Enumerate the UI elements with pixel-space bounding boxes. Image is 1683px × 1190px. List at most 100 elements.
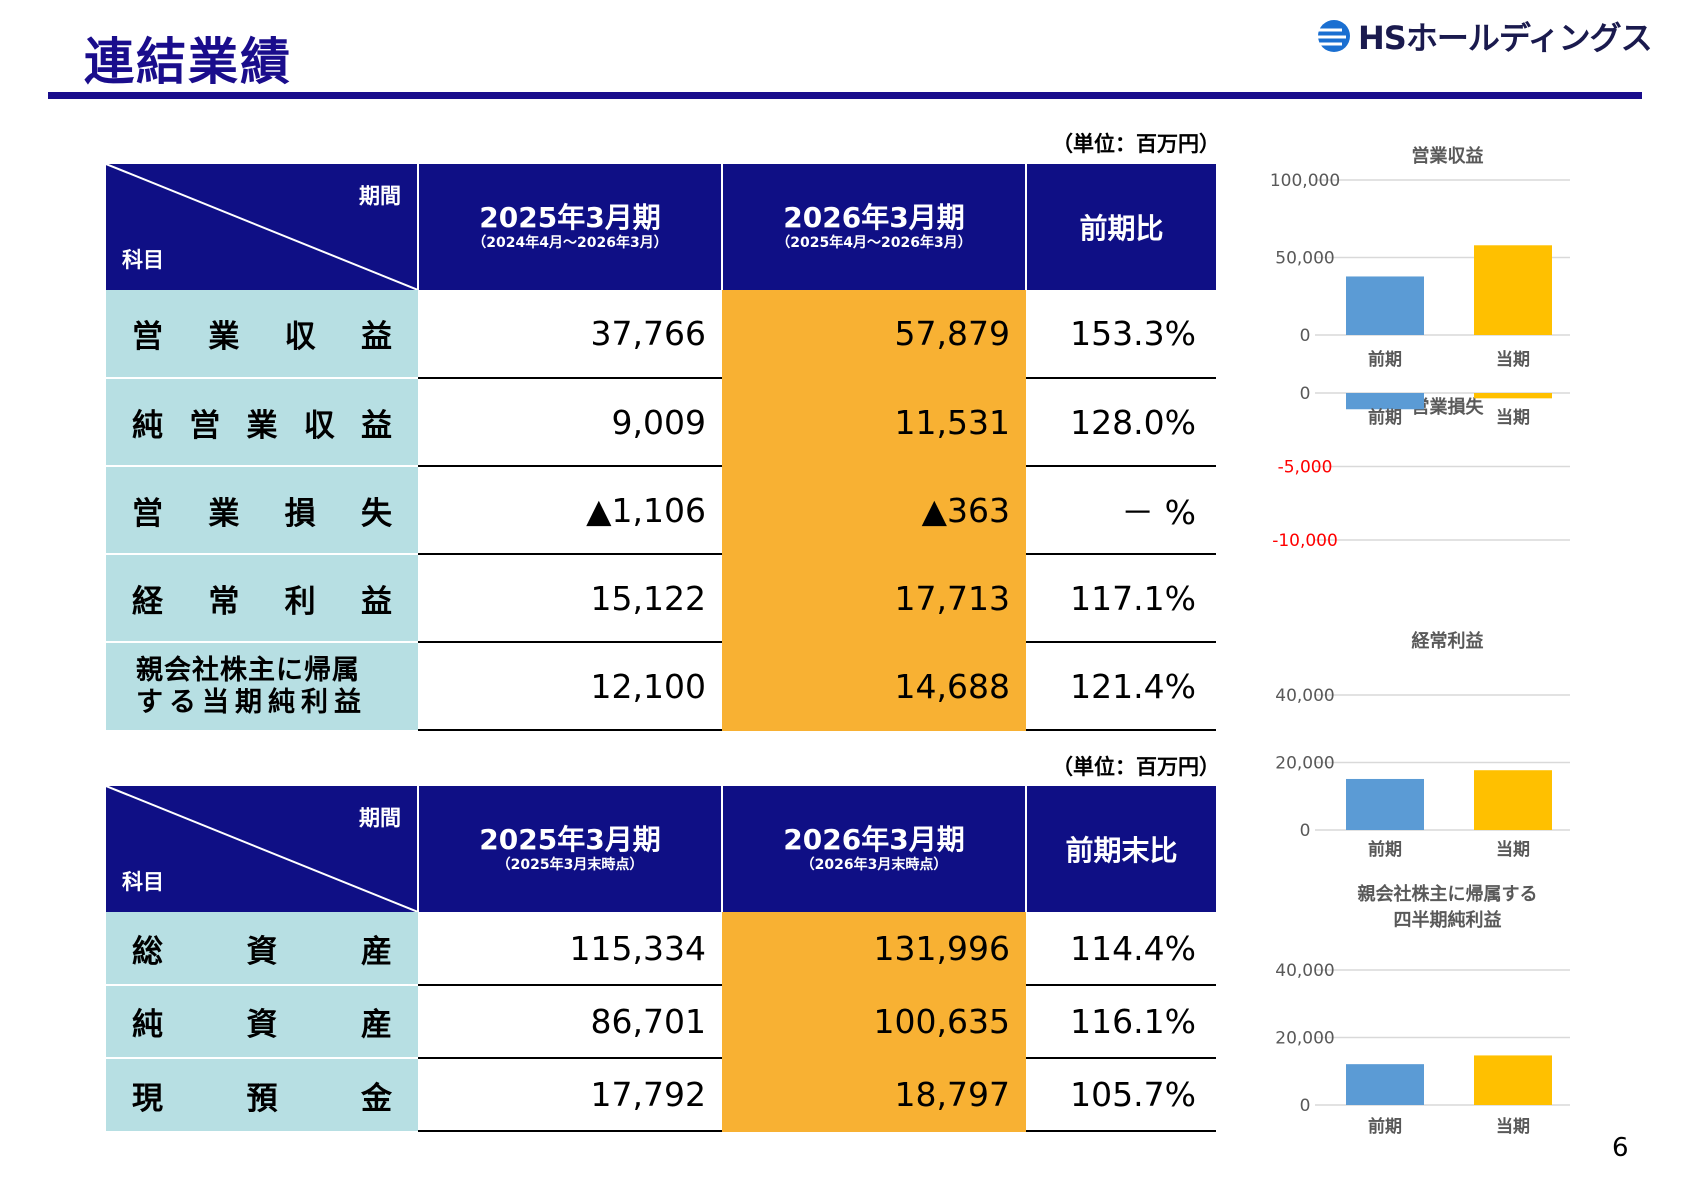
prev-value: 9,009 (418, 378, 722, 467)
col-header-curr: 2026年3月期 （2026年3月末時点） (722, 786, 1027, 912)
row-label-char: 業 (208, 319, 240, 355)
row-label: 経常利益 (106, 554, 418, 643)
row-label: 純資産 (106, 985, 418, 1059)
row-label-char: 業 (208, 495, 240, 532)
table-row: 経 常 利 益 15,122 17,713 117.1% (106, 554, 1216, 643)
row-label-char: 資 (246, 1007, 278, 1043)
unit-label-2: （単位：百万円） (1052, 755, 1220, 779)
prev-value: 115,334 (418, 912, 722, 986)
table-row: 現 預 金 17,792 18,797 105.7% (106, 1058, 1216, 1132)
curr-value: 18,797 (722, 1058, 1026, 1132)
category-label: 当期 (1496, 407, 1530, 428)
row-label-char: 営 (132, 319, 163, 355)
ratio-value: 128.0% (1026, 378, 1216, 467)
revenue-chart: 営業収益 100,000 50,000 0 前期 当期 (1270, 145, 1570, 370)
corner-header: 期間 科目 (106, 164, 419, 290)
row-label-line1: 親会社株主に帰属 (136, 654, 360, 686)
bar (1474, 393, 1552, 399)
bar (1346, 393, 1424, 410)
prev-value: ▲1,106 (418, 466, 722, 555)
row-label: 総資産 (106, 912, 418, 986)
col-header-curr-period: （2025年4月～2026年3月） (776, 235, 972, 251)
col-header-prev: 2025年3月期 （2025年3月末時点） (418, 786, 723, 912)
page-title: 連結業績 (84, 33, 292, 91)
row-label-char: 営 (189, 407, 221, 444)
table-row: 営 業 損 失 ▲1,106 ▲363 － % (106, 466, 1216, 555)
y-tick-label: 20,000 (1275, 1029, 1334, 1049)
curr-value: 11,531 (722, 378, 1026, 467)
prev-value: 15,122 (418, 554, 722, 643)
results-table: 期間 科目 2025年3月期 （2024年4月～2026年3月） 2026年3月… (106, 164, 1216, 731)
title-rule (48, 92, 1642, 99)
row-label-char: 利 (284, 583, 316, 620)
category-label: 前期 (1368, 1116, 1402, 1137)
row-label-char: 常 (208, 583, 240, 620)
row-label-char: 純 (132, 1007, 163, 1043)
bar (1474, 1055, 1552, 1105)
header-item: 科目 (122, 248, 164, 272)
row-label-text: 純営業収益 (132, 400, 392, 445)
chart-title-line2: 四半期純利益 (1394, 909, 1502, 931)
row-label: 営業収益 (106, 290, 418, 379)
header-period: 期間 (359, 806, 401, 830)
category-label: 前期 (1368, 839, 1402, 860)
row-label-char: 産 (361, 1007, 392, 1043)
col-header-ratio: 前期比 (1026, 164, 1216, 290)
bar (1346, 1064, 1424, 1105)
table-row: 総 資 産 115,334 131,996 114.4% (106, 912, 1216, 986)
row-label-char: 現 (132, 1080, 163, 1117)
y-tick-label: 20,000 (1275, 754, 1334, 774)
table-row: 営 業 収 益 37,766 57,879 153.3% (106, 290, 1216, 379)
prev-value: 12,100 (418, 642, 722, 731)
curr-value: 14,688 (722, 642, 1026, 731)
col-header-curr-year: 2026年3月期 (783, 823, 965, 856)
category-label: 当期 (1496, 1116, 1530, 1137)
row-label-char: 業 (246, 407, 278, 444)
col-header-prev: 2025年3月期 （2024年4月～2026年3月） (418, 164, 723, 290)
unit-label-1: （単位：百万円） (1052, 132, 1220, 156)
row-label-char: 預 (246, 1080, 278, 1117)
row-label-char: 収 (284, 319, 316, 355)
y-tick-label: 40,000 (1275, 961, 1334, 981)
row-label: 現預金 (106, 1058, 418, 1131)
row-label-char: 収 (303, 407, 335, 444)
curr-value: 17,713 (722, 554, 1026, 643)
row-label-char: 益 (360, 583, 392, 620)
ratio-value: 117.1% (1026, 554, 1216, 643)
chart-title: 経常利益 (1412, 630, 1484, 652)
bar (1346, 778, 1424, 830)
col-header-ratio-label: 前期末比 (1065, 834, 1178, 867)
y-tick-label: 0 (1300, 385, 1311, 404)
company-logo: HSホールディングス (1312, 14, 1653, 58)
ordinary-profit-chart: 経常利益 40,000 20,000 0 前期 当期 (1275, 630, 1570, 860)
row-label-char: 資 (246, 933, 278, 970)
col-header-ratio-label: 前期比 (1079, 212, 1164, 245)
col-header-curr: 2026年3月期 （2025年4月～2026年3月） (722, 164, 1027, 290)
row-label-text: 営業収益 (132, 311, 392, 356)
curr-value: 57,879 (722, 290, 1026, 379)
row-label-char: 経 (132, 583, 163, 620)
ratio-value: 114.4% (1026, 912, 1216, 986)
table-row: 純 資 産 86,701 100,635 116.1% (106, 985, 1216, 1059)
row-label: 純営業収益 (106, 378, 418, 467)
row-label-line2: する当期純利益 (136, 686, 367, 718)
logo-text: HSホールディングス (1358, 19, 1653, 57)
ratio-value: 121.4% (1026, 642, 1216, 731)
y-tick-label: 40,000 (1275, 686, 1334, 706)
row-label-char: 失 (360, 495, 392, 532)
category-label: 当期 (1496, 349, 1530, 370)
row-label: 営業損失 (106, 466, 418, 555)
curr-value: ▲363 (722, 466, 1026, 555)
ratio-value: － % (1026, 466, 1216, 555)
row-label-char: 金 (361, 1080, 392, 1117)
globe-logo-icon (1314, 20, 1350, 52)
y-tick-label: 0 (1300, 1096, 1311, 1116)
col-header-prev-year: 2025年3月期 (479, 823, 661, 856)
y-tick-label: 0 (1300, 821, 1311, 841)
row-label-char: 産 (361, 933, 392, 970)
col-header-prev-period: （2024年4月～2026年3月） (472, 235, 668, 251)
row-label-char: 益 (361, 407, 392, 444)
table-row: 純営業収益 9,009 11,531 128.0% (106, 378, 1216, 467)
col-header-curr-year: 2026年3月期 (783, 201, 965, 234)
